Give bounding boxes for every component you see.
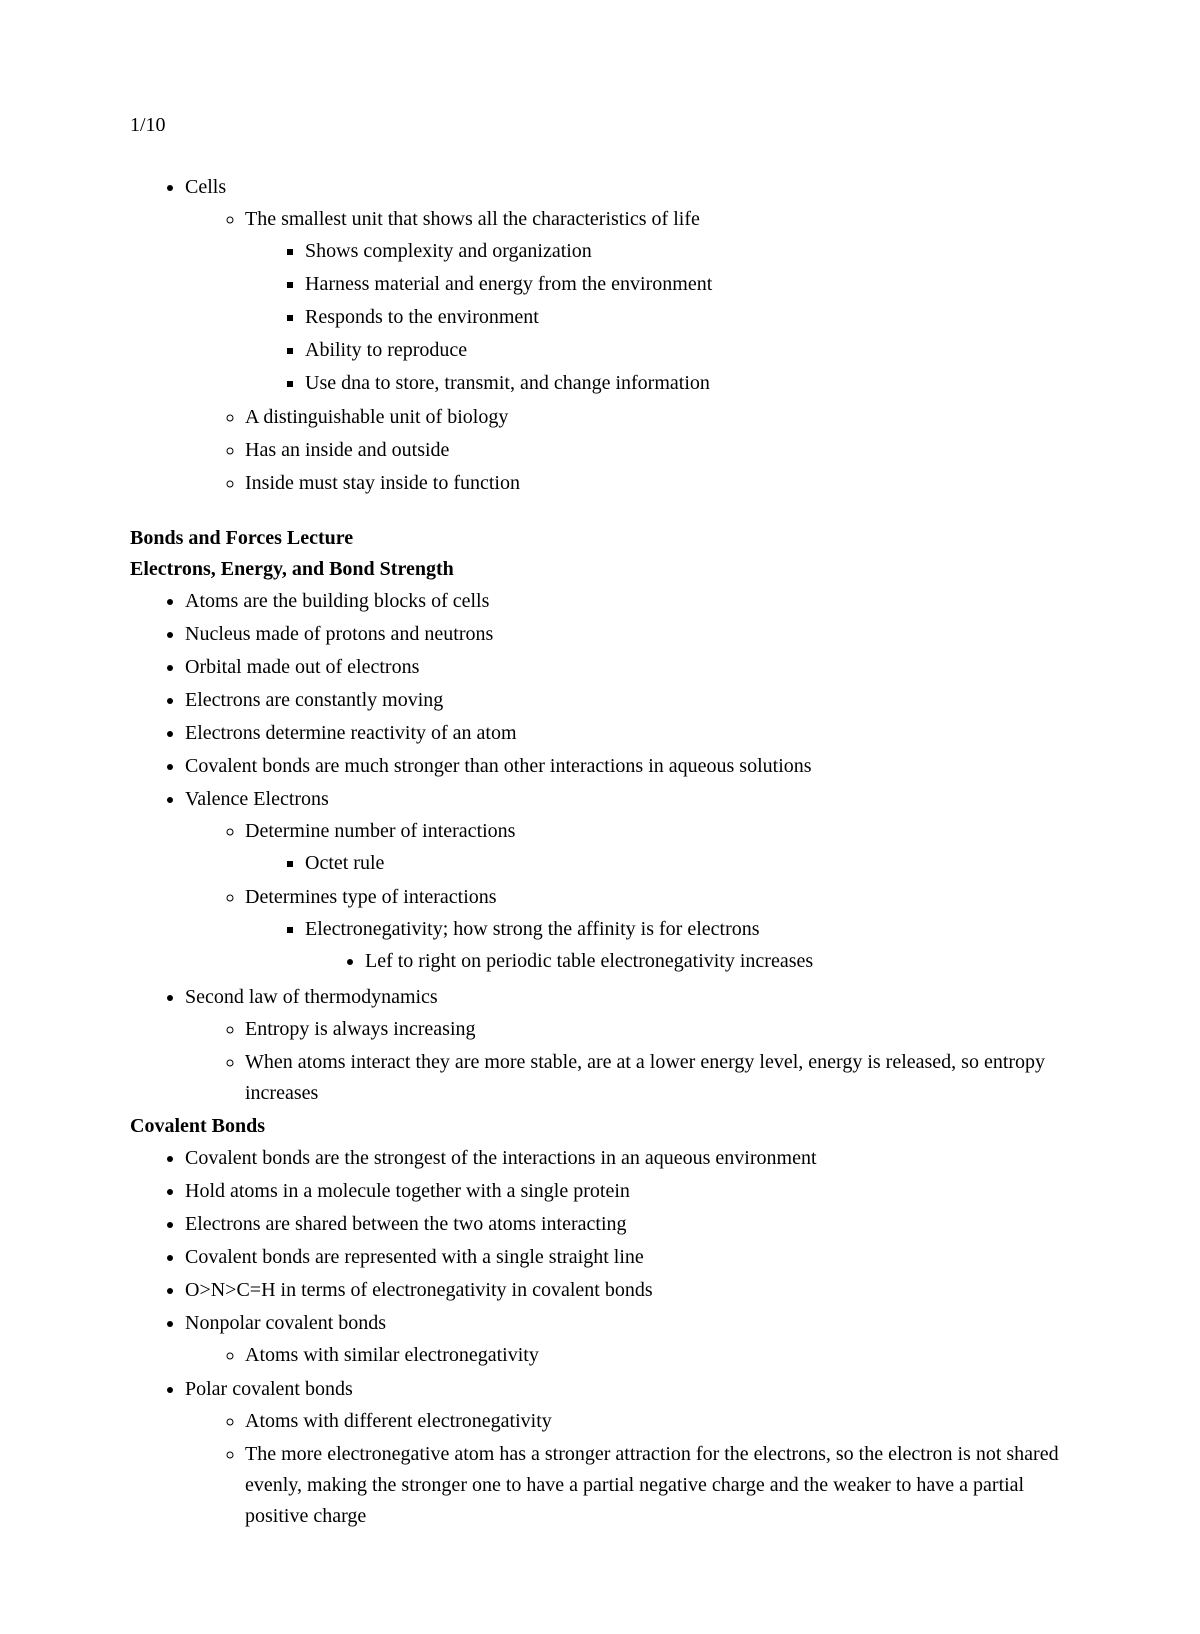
cells-sublist: The smallest unit that shows all the cha… — [185, 203, 1070, 500]
electronegativity-list: Electronegativity; how strong the affini… — [245, 913, 1070, 979]
list-item: Nucleus made of protons and neutrons — [185, 618, 1070, 651]
list-item: Determines type of interactions Electron… — [245, 881, 1070, 980]
list-item: Atoms with different electronegativity — [245, 1405, 1070, 1438]
document-page: 1/10 Cells The smallest unit that shows … — [0, 0, 1200, 1634]
list-item: Orbital made out of electrons — [185, 651, 1070, 684]
section-heading-bonds: Bonds and Forces Lecture — [130, 523, 1070, 554]
list-item: Electrons determine reactivity of an ato… — [185, 717, 1070, 750]
item-text: Determine number of interactions — [245, 820, 515, 842]
list-item: Polar covalent bonds Atoms with differen… — [185, 1373, 1070, 1534]
item-text: The smallest unit that shows all the cha… — [245, 208, 700, 230]
item-text: Cells — [185, 176, 226, 198]
characteristics-list: Shows complexity and organization Harnes… — [245, 235, 1070, 400]
list-item: Covalent bonds are the strongest of the … — [185, 1142, 1070, 1175]
thermo-sublist: Entropy is always increasing When atoms … — [185, 1013, 1070, 1110]
list-item: Responds to the environment — [305, 301, 1070, 334]
page-number: 1/10 — [130, 110, 1070, 141]
cells-list: Cells The smallest unit that shows all t… — [130, 171, 1070, 501]
nonpolar-sublist: Atoms with similar electronegativity — [185, 1339, 1070, 1372]
list-item: Second law of thermodynamics Entropy is … — [185, 981, 1070, 1111]
item-text: Second law of thermodynamics — [185, 986, 438, 1008]
list-item: Covalent bonds are represented with a si… — [185, 1241, 1070, 1274]
list-item: Atoms with similar electronegativity — [245, 1339, 1070, 1372]
list-item: Lef to right on periodic table electrone… — [365, 945, 1070, 978]
list-item: Octet rule — [305, 847, 1070, 880]
list-item: When atoms interact they are more stable… — [245, 1046, 1070, 1110]
list-item: Electrons are constantly moving — [185, 684, 1070, 717]
list-item: Harness material and energy from the env… — [305, 268, 1070, 301]
list-item: Atoms are the building blocks of cells — [185, 585, 1070, 618]
list-item: O>N>C=H in terms of electronegativity in… — [185, 1274, 1070, 1307]
item-text: Determines type of interactions — [245, 886, 497, 908]
list-item: Use dna to store, transmit, and change i… — [305, 367, 1070, 400]
item-text: Electronegativity; how strong the affini… — [305, 918, 760, 940]
section-subheading-electrons: Electrons, Energy, and Bond Strength — [130, 554, 1070, 585]
periodic-list: Lef to right on periodic table electrone… — [305, 945, 1070, 978]
list-item: Nonpolar covalent bonds Atoms with simil… — [185, 1307, 1070, 1373]
list-item: Electronegativity; how strong the affini… — [305, 913, 1070, 979]
valence-sublist: Determine number of interactions Octet r… — [185, 815, 1070, 980]
list-item: Determine number of interactions Octet r… — [245, 815, 1070, 881]
list-item: Covalent bonds are much stronger than ot… — [185, 750, 1070, 783]
list-item: Cells The smallest unit that shows all t… — [185, 171, 1070, 501]
covalent-list: Covalent bonds are the strongest of the … — [130, 1142, 1070, 1534]
item-text: Valence Electrons — [185, 788, 329, 810]
list-item: A distinguishable unit of biology — [245, 401, 1070, 434]
item-text: Nonpolar covalent bonds — [185, 1312, 386, 1334]
item-text: Polar covalent bonds — [185, 1378, 353, 1400]
list-item: Hold atoms in a molecule together with a… — [185, 1175, 1070, 1208]
list-item: The more electronegative atom has a stro… — [245, 1438, 1070, 1533]
list-item: Entropy is always increasing — [245, 1013, 1070, 1046]
list-item: Valence Electrons Determine number of in… — [185, 783, 1070, 981]
list-item: Has an inside and outside — [245, 434, 1070, 467]
list-item: Shows complexity and organization — [305, 235, 1070, 268]
list-item: Inside must stay inside to function — [245, 467, 1070, 500]
list-item: Ability to reproduce — [305, 334, 1070, 367]
list-item: Electrons are shared between the two ato… — [185, 1208, 1070, 1241]
list-item: The smallest unit that shows all the cha… — [245, 203, 1070, 401]
polar-sublist: Atoms with different electronegativity T… — [185, 1405, 1070, 1533]
electrons-list: Atoms are the building blocks of cells N… — [130, 585, 1070, 1111]
section-subheading-covalent: Covalent Bonds — [130, 1111, 1070, 1142]
octet-list: Octet rule — [245, 847, 1070, 880]
